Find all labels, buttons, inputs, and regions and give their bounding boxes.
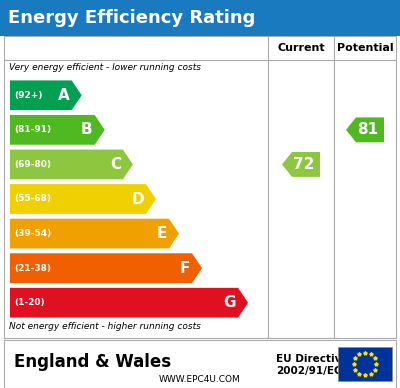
Polygon shape xyxy=(10,80,82,110)
Text: D: D xyxy=(131,192,144,206)
Text: 81: 81 xyxy=(357,122,378,137)
Text: EU Directive: EU Directive xyxy=(276,354,348,364)
Text: Potential: Potential xyxy=(337,43,393,53)
Text: Current: Current xyxy=(277,43,325,53)
Text: B: B xyxy=(81,122,93,137)
Polygon shape xyxy=(10,149,133,179)
Text: Not energy efficient - higher running costs: Not energy efficient - higher running co… xyxy=(9,322,201,331)
Text: (1-20): (1-20) xyxy=(14,298,45,307)
Text: 2002/91/EC: 2002/91/EC xyxy=(276,366,342,376)
Bar xyxy=(4,340,396,388)
Text: Energy Efficiency Rating: Energy Efficiency Rating xyxy=(8,9,255,27)
Text: (55-68): (55-68) xyxy=(14,194,51,203)
Polygon shape xyxy=(346,118,384,142)
Text: (21-38): (21-38) xyxy=(14,263,51,273)
Bar xyxy=(338,347,392,381)
Polygon shape xyxy=(10,253,202,283)
Text: A: A xyxy=(58,88,70,103)
Text: E: E xyxy=(156,226,167,241)
Polygon shape xyxy=(282,152,320,177)
Polygon shape xyxy=(10,219,179,248)
Text: (81-91): (81-91) xyxy=(14,125,51,134)
Polygon shape xyxy=(10,115,105,145)
Text: G: G xyxy=(224,295,236,310)
Text: (39-54): (39-54) xyxy=(14,229,51,238)
Text: (92+): (92+) xyxy=(14,91,42,100)
Text: 72: 72 xyxy=(293,157,314,172)
Text: WWW.EPC4U.COM: WWW.EPC4U.COM xyxy=(159,375,241,384)
Polygon shape xyxy=(10,288,248,318)
Text: (69-80): (69-80) xyxy=(14,160,51,169)
Bar xyxy=(4,36,396,338)
Text: F: F xyxy=(180,261,190,275)
Polygon shape xyxy=(10,184,156,214)
Text: England & Wales: England & Wales xyxy=(14,353,171,371)
Text: Very energy efficient - lower running costs: Very energy efficient - lower running co… xyxy=(9,63,201,72)
Text: C: C xyxy=(110,157,121,172)
Bar xyxy=(0,0,400,36)
